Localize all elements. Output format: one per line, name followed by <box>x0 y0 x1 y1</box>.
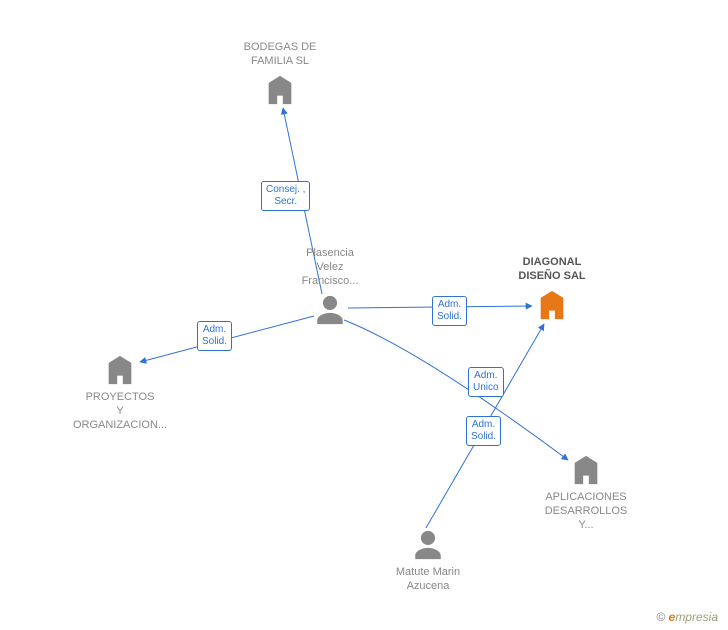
edge-label: Consej. , Secr. <box>261 181 310 211</box>
nodes-layer <box>0 0 728 630</box>
footer: © empresia <box>656 610 718 624</box>
node-label: Plasencia Velez Francisco... <box>270 247 390 288</box>
node-label: APLICACIONES DESARROLLOS Y... <box>526 491 646 532</box>
person-icon <box>411 528 445 567</box>
company-icon <box>103 353 137 392</box>
node-label: PROYECTOS Y ORGANIZACION... <box>60 391 180 432</box>
edge-label: Adm. Solid. <box>466 416 501 446</box>
person-icon <box>313 293 347 332</box>
edge-label: Adm. Unico <box>468 367 504 397</box>
edge-label: Adm. Solid. <box>432 296 467 326</box>
brand-rest: mpresia <box>675 610 718 624</box>
edge-label: Adm. Solid. <box>197 321 232 351</box>
company-icon <box>535 288 569 327</box>
node-label: DIAGONAL DISEÑO SAL <box>492 256 612 284</box>
node-label: BODEGAS DE FAMILIA SL <box>220 41 340 69</box>
company-icon <box>263 73 297 112</box>
node-label: Matute Marin Azucena <box>368 566 488 594</box>
copyright-symbol: © <box>656 610 665 624</box>
company-icon <box>569 453 603 492</box>
